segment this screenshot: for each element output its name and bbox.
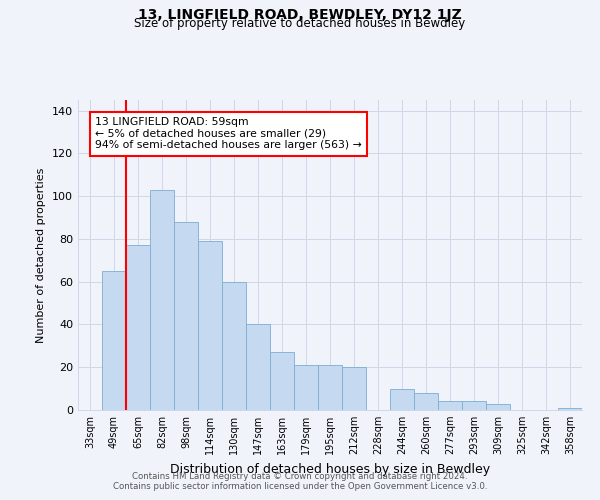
X-axis label: Distribution of detached houses by size in Bewdley: Distribution of detached houses by size … [170, 462, 490, 475]
Bar [270, 352, 294, 410]
Bar [198, 241, 222, 410]
Text: Contains HM Land Registry data © Crown copyright and database right 2024.: Contains HM Land Registry data © Crown c… [132, 472, 468, 481]
Bar [246, 324, 270, 410]
Bar [174, 222, 198, 410]
Bar [222, 282, 246, 410]
Bar [150, 190, 174, 410]
Text: Size of property relative to detached houses in Bewdley: Size of property relative to detached ho… [134, 18, 466, 30]
Bar [126, 246, 150, 410]
Bar [438, 402, 462, 410]
Bar [294, 365, 318, 410]
Bar [462, 402, 486, 410]
Bar [390, 388, 414, 410]
Bar [414, 393, 438, 410]
Y-axis label: Number of detached properties: Number of detached properties [37, 168, 46, 342]
Bar [486, 404, 510, 410]
Bar [102, 271, 126, 410]
Text: Contains public sector information licensed under the Open Government Licence v3: Contains public sector information licen… [113, 482, 487, 491]
Bar [558, 408, 582, 410]
Bar [342, 367, 366, 410]
Text: 13 LINGFIELD ROAD: 59sqm
← 5% of detached houses are smaller (29)
94% of semi-de: 13 LINGFIELD ROAD: 59sqm ← 5% of detache… [95, 117, 362, 150]
Text: 13, LINGFIELD ROAD, BEWDLEY, DY12 1JZ: 13, LINGFIELD ROAD, BEWDLEY, DY12 1JZ [138, 8, 462, 22]
Bar [318, 365, 342, 410]
